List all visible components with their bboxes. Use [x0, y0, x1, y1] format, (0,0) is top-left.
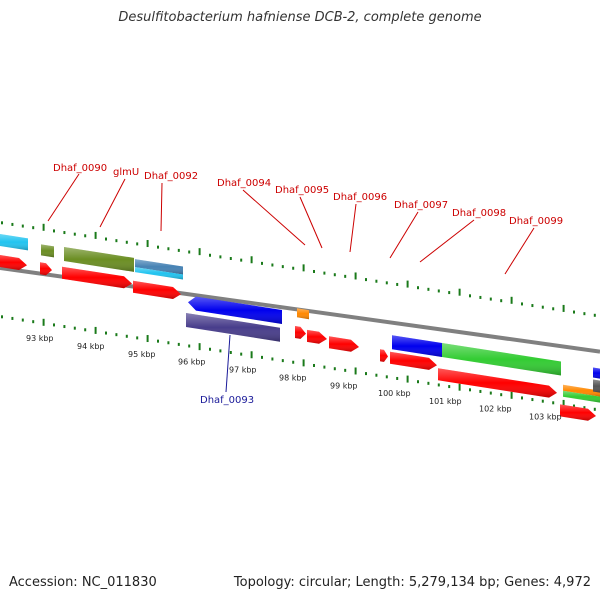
cds-arrow-shade — [0, 255, 27, 270]
kbp-label: 93 kbp — [26, 334, 54, 343]
kbp-label: 103 kbp — [529, 412, 562, 421]
accession-text: Accession: NC_011830 — [9, 575, 157, 590]
leader-line — [99, 178, 126, 228]
leader-line — [299, 196, 323, 249]
leader-line — [242, 189, 306, 246]
gene-box-cyan-shade — [0, 234, 28, 251]
gene-box-blue-shade — [593, 367, 600, 379]
leader-line — [419, 219, 475, 263]
kbp-label: 98 kbp — [279, 373, 307, 382]
reverse-tick-track — [1, 315, 596, 411]
gene-box-blue-shade — [392, 335, 442, 357]
map-title: Desulfitobacterium hafniense DCB-2, comp… — [118, 10, 482, 25]
cds-arrow-shade — [390, 351, 437, 370]
cds-arrow-shade — [133, 280, 181, 299]
leader-line — [504, 227, 535, 275]
gene-label: Dhaf_0092 — [144, 171, 198, 182]
cds-arrow-shade — [40, 262, 52, 276]
kbp-scale-labels: 93 kbp 94 kbp 95 kbp 96 kbp 97 kbp 98 kbp 99 k… — [26, 334, 562, 421]
gene-box-orange-shade — [563, 384, 600, 397]
cds-arrow-shade — [62, 266, 132, 289]
gene-label: glmU — [113, 167, 139, 178]
kbp-label: 95 kbp — [128, 350, 156, 359]
gene-box-orange-shade — [297, 308, 309, 320]
kbp-label: 102 kbp — [479, 405, 512, 414]
leader-line — [389, 211, 419, 259]
gene-label: Dhaf_0090 — [53, 163, 107, 174]
cds-arrow-shade — [295, 326, 306, 339]
gene-box-green-shade — [442, 343, 561, 376]
cds-arrow-shade — [560, 404, 596, 421]
kbp-label: 99 kbp — [330, 381, 358, 390]
gene-box-olive-shade — [41, 244, 54, 258]
gene-box-cyan-shade — [135, 267, 183, 280]
cds-arrow-shade — [307, 329, 327, 344]
gene-label: Dhaf_0098 — [452, 208, 506, 219]
gene-box-gray-shade — [593, 379, 600, 393]
gene-label: Dhaf_0096 — [333, 192, 387, 203]
gene-box-blue-shade — [188, 296, 282, 324]
feature-track — [0, 234, 600, 421]
gene-labels: Dhaf_0090 glmU Dhaf_0092 Dhaf_0094 Dhaf_0095… — [53, 163, 563, 406]
gene-label: Dhaf_0097 — [394, 200, 448, 211]
genome-summary-text: Topology: circular; Length: 5,279,134 bp… — [233, 575, 591, 590]
leader-line — [225, 334, 231, 393]
leader-line — [349, 203, 357, 253]
leader-line — [47, 173, 80, 222]
gene-box-steelblue-shade — [135, 259, 183, 275]
gene-box-slateblue-shade — [186, 313, 280, 342]
cds-arrow-shade — [438, 368, 557, 398]
leader-line — [160, 182, 163, 232]
label-leader-lines — [47, 173, 535, 393]
gene-label: Dhaf_0094 — [217, 178, 271, 189]
gene-label: Dhaf_0095 — [275, 185, 329, 196]
cds-arrow-shade — [380, 349, 388, 362]
gene-label: Dhaf_0099 — [509, 216, 563, 227]
gene-box-green-shade — [563, 390, 600, 403]
gene-label: Dhaf_0093 — [200, 395, 254, 406]
kbp-label: 96 kbp — [178, 358, 206, 367]
kbp-label: 97 kbp — [229, 366, 257, 375]
forward-tick-track — [1, 221, 596, 317]
kbp-label: 100 kbp — [378, 389, 411, 398]
cds-arrow-shade — [329, 336, 359, 352]
kbp-label: 101 kbp — [429, 397, 462, 406]
gene-box-olive-shade — [64, 247, 134, 272]
kbp-label: 94 kbp — [77, 342, 105, 351]
